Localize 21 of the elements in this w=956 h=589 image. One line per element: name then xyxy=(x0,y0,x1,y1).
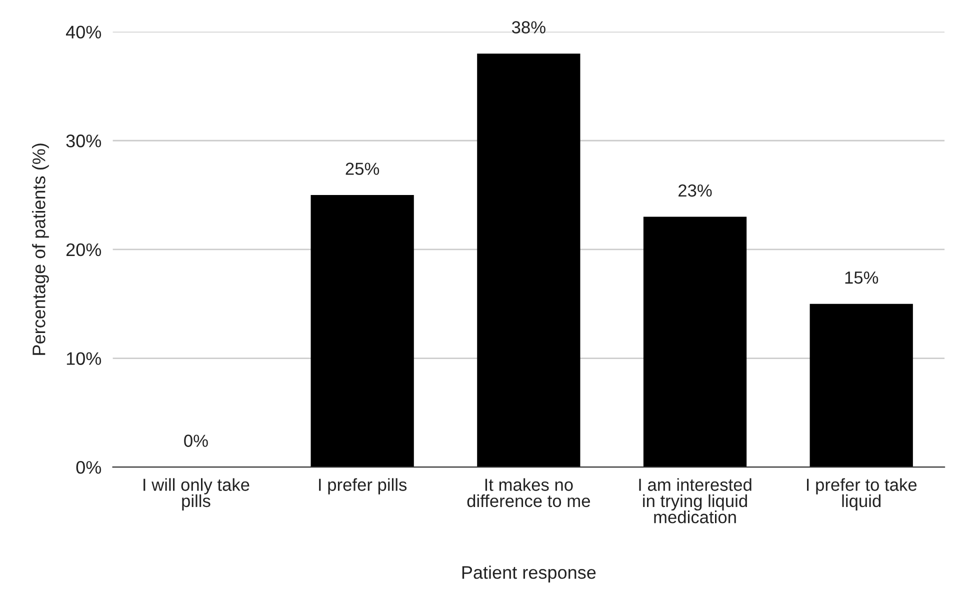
y-tick-label: 40% xyxy=(66,26,102,39)
data-label: 0% xyxy=(184,434,208,447)
data-label: 25% xyxy=(346,162,380,175)
x-tick-label: I prefer to take liquid xyxy=(806,478,917,511)
bar xyxy=(477,54,580,468)
data-label: 23% xyxy=(678,184,712,197)
x-tick-label: I prefer pills xyxy=(319,478,407,494)
y-axis-title: Percentage of patients (%) xyxy=(32,144,49,355)
x-tick-label: I will only take pills xyxy=(144,478,250,511)
y-tick-label: 10% xyxy=(66,352,102,365)
x-tick-label: I am interested in trying liquid medication xyxy=(639,478,752,524)
bar xyxy=(810,304,913,468)
x-tick-label: It makes no difference to me xyxy=(467,478,590,508)
bar xyxy=(310,195,414,468)
y-tick-label: 20% xyxy=(66,243,102,256)
y-tick-label: 0% xyxy=(76,461,102,474)
data-label: 15% xyxy=(845,272,878,284)
y-tick-label: 30% xyxy=(66,134,102,148)
data-label: 38% xyxy=(512,21,546,34)
x-axis-title: Patient response xyxy=(462,566,596,582)
bar xyxy=(643,216,747,468)
